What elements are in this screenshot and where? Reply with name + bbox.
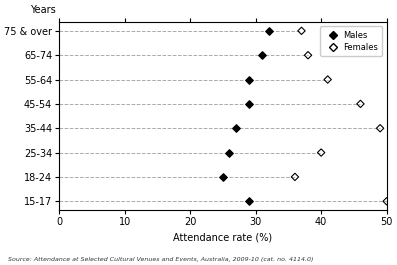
Females bbox=[318, 151, 324, 155]
Males bbox=[246, 199, 252, 203]
Females bbox=[324, 77, 331, 82]
Females bbox=[292, 175, 298, 179]
Text: Years: Years bbox=[30, 5, 56, 15]
Legend: Males, Females: Males, Females bbox=[320, 26, 382, 56]
Females bbox=[384, 199, 390, 203]
Males bbox=[246, 77, 252, 82]
Females bbox=[357, 102, 364, 106]
Females bbox=[305, 53, 311, 57]
Males bbox=[266, 29, 272, 33]
X-axis label: Attendance rate (%): Attendance rate (%) bbox=[173, 232, 272, 242]
Females bbox=[377, 126, 383, 130]
Females bbox=[298, 29, 304, 33]
Males bbox=[259, 53, 265, 57]
Text: Source: Attendance at Selected Cultural Venues and Events, Australia, 2009-10 (c: Source: Attendance at Selected Cultural … bbox=[8, 257, 314, 262]
Males bbox=[226, 151, 233, 155]
Males bbox=[233, 126, 239, 130]
Males bbox=[246, 102, 252, 106]
Males bbox=[220, 175, 226, 179]
